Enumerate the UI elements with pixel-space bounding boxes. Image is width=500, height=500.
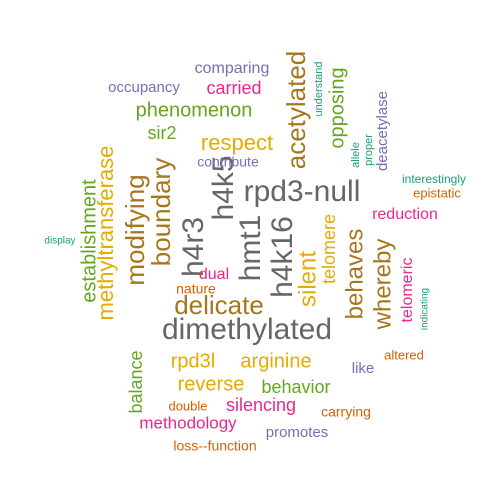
- word-reverse: reverse: [178, 373, 245, 395]
- word-sir2: sir2: [147, 123, 176, 143]
- word-h4k5: h4k5: [207, 155, 240, 220]
- word-telomeric: telomeric: [399, 258, 416, 323]
- word-establishment: establishment: [78, 179, 100, 303]
- word-indicating: indicating: [420, 288, 431, 330]
- word-double: double: [168, 398, 207, 413]
- word-like: like: [352, 360, 375, 377]
- word-rpd3l: rpd3l: [171, 350, 215, 372]
- word-deacetylase: deacetylase: [374, 91, 391, 171]
- word-acetylated: acetylated: [281, 51, 311, 170]
- word-proper: proper: [363, 134, 375, 166]
- word-methodology: methodology: [139, 413, 237, 432]
- word-carried: carried: [206, 78, 261, 98]
- word-silent: silent: [294, 251, 321, 307]
- word-understand: understand: [313, 61, 325, 116]
- word-display: display: [44, 236, 75, 247]
- word-interestingly: interestingly: [402, 172, 466, 186]
- word-occupancy: occupancy: [108, 79, 180, 96]
- word-behaves: behaves: [341, 229, 368, 320]
- word-behavior: behavior: [261, 377, 330, 397]
- word-arginine: arginine: [240, 350, 311, 372]
- word-comparing: comparing: [195, 60, 270, 77]
- word-h4r3: h4r3: [177, 217, 210, 277]
- word-balance: balance: [126, 350, 146, 413]
- word-phenomenon: phenomenon: [136, 99, 253, 121]
- word-dimethylated: dimethylated: [162, 313, 332, 346]
- word-methyltransferase: methyltransferase: [93, 146, 118, 321]
- word-nature: nature: [176, 281, 216, 297]
- word-silencing: silencing: [226, 395, 296, 415]
- word-rpd3-null: rpd3-null: [244, 175, 361, 208]
- word-reduction: reduction: [372, 206, 438, 223]
- word-carrying: carrying: [321, 404, 371, 420]
- word-loss-function: loss--function: [173, 438, 256, 454]
- word-contribute: contribute: [197, 154, 259, 170]
- word-dual: dual: [199, 266, 229, 283]
- word-opposing: opposing: [326, 67, 348, 148]
- word-epistatic: epistatic: [413, 185, 461, 200]
- word-boundary: boundary: [146, 158, 176, 266]
- word-delicate: delicate: [174, 290, 264, 320]
- word-whereby: whereby: [369, 239, 396, 331]
- word-h4k16: h4k16: [266, 216, 299, 298]
- word-telomere: telomere: [319, 214, 339, 284]
- word-respect: respect: [201, 130, 273, 155]
- word-promotes: promotes: [266, 424, 329, 441]
- word-altered: altered: [384, 347, 424, 362]
- word-modifying: modifying: [120, 174, 150, 285]
- word-allele: allele: [350, 142, 362, 168]
- word-hmt1: hmt1: [234, 215, 267, 282]
